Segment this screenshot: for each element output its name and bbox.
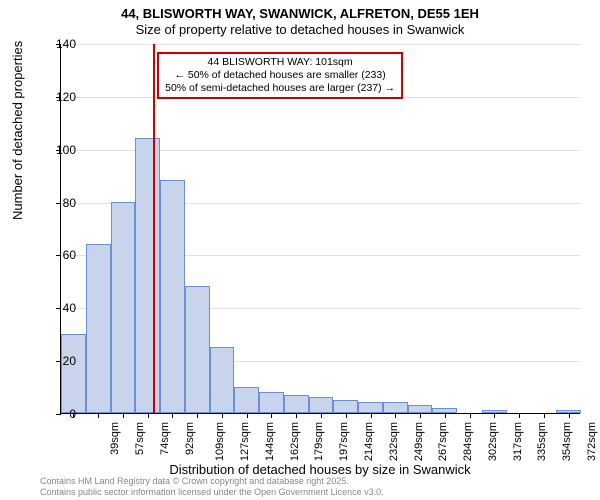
xtick-label: 214sqm [363,422,375,461]
histogram-bar [284,395,309,414]
xtick-label: 127sqm [239,422,251,461]
reference-line [153,44,155,413]
histogram-bar [333,400,358,413]
xtick-label: 92sqm [184,422,196,455]
ytick-label: 140 [46,37,76,51]
xtick-label: 249sqm [413,422,425,461]
xtick-mark [222,413,223,418]
xtick-label: 109sqm [215,422,227,461]
property-size-histogram: 44, BLISWORTH WAY, SWANWICK, ALFRETON, D… [0,0,600,500]
xtick-mark [494,413,495,418]
xtick-label: 144sqm [264,422,276,461]
xtick-mark [296,413,297,418]
annotation-line-1: 44 BLISWORTH WAY: 101sqm [165,56,395,69]
xtick-mark [395,413,396,418]
xtick-mark [98,413,99,418]
xtick-label: 284sqm [462,422,474,461]
histogram-bar [111,202,136,413]
chart-title-address: 44, BLISWORTH WAY, SWANWICK, ALFRETON, D… [0,6,600,21]
ytick-label: 0 [46,407,76,421]
y-axis-label: Number of detached properties [10,41,25,220]
ytick-label: 20 [46,354,76,368]
xtick-mark [247,413,248,418]
ytick-label: 100 [46,143,76,157]
xtick-mark [123,413,124,418]
footer-line-2: Contains public sector information licen… [40,487,384,498]
histogram-bar [185,286,210,413]
xtick-mark [172,413,173,418]
xtick-label: 57sqm [134,422,146,455]
xtick-label: 179sqm [314,422,326,461]
histogram-bar [234,387,259,413]
histogram-bar [408,405,433,413]
xtick-mark [420,413,421,418]
histogram-bar [210,347,235,413]
chart-title-description: Size of property relative to detached ho… [0,22,600,37]
xtick-label: 39sqm [109,422,121,455]
ytick-label: 120 [46,90,76,104]
xtick-mark [445,413,446,418]
xtick-label: 354sqm [561,422,573,461]
annotation-line-2: ← 50% of detached houses are smaller (23… [165,69,395,82]
histogram-bar [358,402,383,413]
xtick-label: 197sqm [338,422,350,461]
xtick-label: 372sqm [586,422,598,461]
xtick-label: 335sqm [536,422,548,461]
xtick-mark [569,413,570,418]
xtick-mark [148,413,149,418]
xtick-mark [519,413,520,418]
x-axis-label: Distribution of detached houses by size … [60,462,580,477]
ytick-label: 60 [46,248,76,262]
histogram-bar [259,392,284,413]
histogram-bar [309,397,334,413]
gridline [61,44,580,45]
histogram-bar [61,334,86,413]
xtick-label: 162sqm [289,422,301,461]
footer-line-1: Contains HM Land Registry data © Crown c… [40,476,384,487]
xtick-label: 267sqm [437,422,449,461]
histogram-bar [160,180,185,413]
xtick-mark [346,413,347,418]
annotation-line-3: 50% of semi-detached houses are larger (… [165,82,395,95]
plot-area: 44 BLISWORTH WAY: 101sqm← 50% of detache… [60,44,580,414]
ytick-label: 80 [46,196,76,210]
xtick-mark [544,413,545,418]
xtick-mark [271,413,272,418]
annotation-box: 44 BLISWORTH WAY: 101sqm← 50% of detache… [157,52,403,99]
histogram-bar [86,244,111,413]
xtick-label: 74sqm [159,422,171,455]
histogram-bar [135,138,160,413]
xtick-label: 302sqm [487,422,499,461]
xtick-mark [371,413,372,418]
xtick-mark [321,413,322,418]
histogram-bar [383,402,408,413]
xtick-mark [470,413,471,418]
chart-footer: Contains HM Land Registry data © Crown c… [40,476,384,498]
xtick-label: 232sqm [388,422,400,461]
xtick-label: 317sqm [512,422,524,461]
xtick-mark [197,413,198,418]
ytick-label: 40 [46,301,76,315]
